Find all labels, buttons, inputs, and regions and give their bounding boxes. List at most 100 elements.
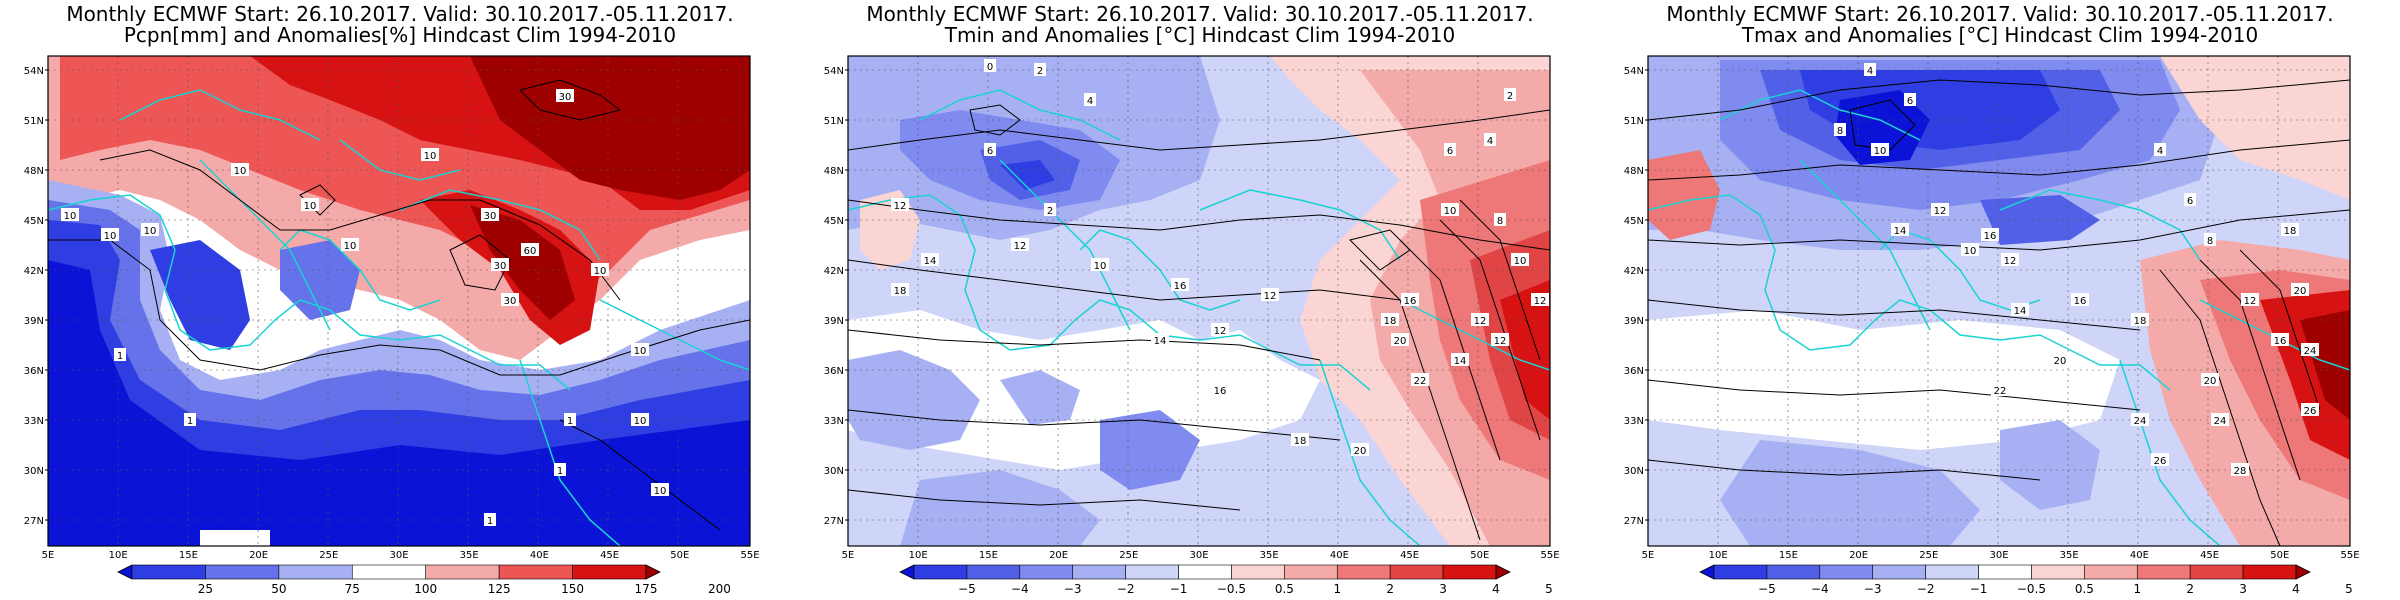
contour-label: 1 (184, 413, 196, 427)
svg-text:60: 60 (524, 246, 537, 257)
svg-text:12: 12 (1474, 316, 1487, 327)
svg-text:12: 12 (1214, 326, 1227, 337)
contour-label: 10 (631, 343, 649, 357)
contour-label: 16 (1211, 383, 1229, 397)
svg-text:16: 16 (1984, 231, 1997, 242)
colorbar-segment (278, 564, 353, 580)
contour-label: 12 (1471, 313, 1489, 327)
svg-text:4: 4 (2157, 146, 2163, 157)
svg-text:6: 6 (1907, 96, 1913, 107)
colorbar-label: −4 (1811, 582, 1829, 596)
contour-lines (848, 104, 1550, 541)
colorbar-label: 2 (2186, 582, 2194, 596)
colorbar-segment (1766, 564, 1821, 580)
colorbar-segment (1231, 564, 1285, 580)
lon-tick-label: 40E (2130, 550, 2149, 561)
map-frame (847, 55, 1551, 547)
colorbar-segment (205, 564, 280, 580)
svg-text:12: 12 (1014, 241, 1027, 252)
contour-label: 20 (2051, 353, 2069, 367)
lon-tick-label: 30E (1189, 550, 1208, 561)
contour-label: 10 (631, 413, 649, 427)
colorbar-label: −3 (1064, 582, 1082, 596)
contour-label: 22 (1411, 373, 1429, 387)
contour-label: 20 (1391, 333, 1409, 347)
lat-tick-label: 42N (24, 266, 44, 277)
colorbar-label: −5 (1758, 582, 1776, 596)
lat-tick-label: 30N (824, 466, 844, 477)
colorbar-segment (1389, 564, 1444, 580)
svg-text:22: 22 (1994, 386, 2007, 397)
lat-tick-label: 39N (1624, 316, 1644, 327)
colorbar-label: 4 (1492, 582, 1500, 596)
contour-label: 24 (2301, 343, 2319, 357)
svg-text:20: 20 (2294, 286, 2307, 297)
svg-text:1: 1 (557, 466, 563, 477)
contour-label: 6 (1444, 143, 1456, 157)
contour-label: 22 (1991, 383, 2009, 397)
lat-tick-label: 30N (1624, 466, 1644, 477)
svg-text:4: 4 (1867, 66, 1873, 77)
lat-tick-label: 33N (24, 416, 44, 427)
contour-label: 4 (1484, 133, 1496, 147)
colorbar-label: −1 (1970, 582, 1988, 596)
contour-label: 16 (2071, 293, 2089, 307)
colorbar-label: −4 (1011, 582, 1029, 596)
colorbar-label: −1 (1170, 582, 1188, 596)
svg-text:1: 1 (187, 416, 193, 427)
contour-label: 10 (1871, 143, 1889, 157)
contour-label: 24 (2131, 413, 2149, 427)
svg-text:10: 10 (1514, 256, 1527, 267)
lat-tick-label: 33N (824, 416, 844, 427)
colorbar-segment (351, 564, 427, 580)
contour-label: 1 (564, 413, 576, 427)
lat-tick-label: 51N (1624, 116, 1644, 127)
svg-text:30: 30 (494, 261, 507, 272)
svg-text:18: 18 (2284, 226, 2297, 237)
svg-text:16: 16 (1214, 386, 1227, 397)
lon-tick-label: 55E (2340, 550, 2359, 561)
svg-text:2: 2 (1507, 91, 1513, 102)
contour-label: 10 (591, 263, 609, 277)
lon-tick-label: 5E (1642, 550, 1655, 561)
contour-label: 18 (2131, 313, 2149, 327)
colorbar-segment (1072, 564, 1126, 580)
colorbar-label: 150 (561, 582, 584, 596)
contour-label: 4 (2154, 143, 2166, 157)
svg-text:18: 18 (894, 286, 907, 297)
lon-tick-label: 15E (1779, 550, 1798, 561)
lat-tick-label: 45N (824, 216, 844, 227)
lon-tick-label: 35E (1260, 550, 1279, 561)
contour-label: 26 (2151, 453, 2169, 467)
colorbar-segment (131, 564, 206, 580)
colorbar-label: 5 (2345, 582, 2353, 596)
colorbar-label: 0.5 (1275, 582, 1294, 596)
lat-tick-label: 30N (24, 466, 44, 477)
svg-text:18: 18 (1384, 316, 1397, 327)
lon-tick-label: 35E (460, 550, 479, 561)
contour-label: 2 (1504, 88, 1516, 102)
lat-tick-label: 39N (24, 316, 44, 327)
colorbar-segment (2242, 564, 2297, 580)
lon-tick-label: 20E (1849, 550, 1868, 561)
lat-tick-label: 36N (24, 366, 44, 377)
svg-text:10: 10 (344, 241, 357, 252)
lon-tick-label: 5E (842, 550, 855, 561)
lon-tick-label: 40E (1330, 550, 1349, 561)
svg-text:2: 2 (1037, 66, 1043, 77)
contour-label: 28 (2231, 463, 2249, 477)
contour-label: 14 (1451, 353, 1469, 367)
contour-label: 12 (1491, 333, 1509, 347)
colorbar-arrow-right (1495, 564, 1511, 580)
svg-text:18: 18 (1294, 436, 1307, 447)
colorbar-arrow-left (899, 564, 915, 580)
svg-text:10: 10 (634, 416, 647, 427)
svg-text:8: 8 (1497, 216, 1503, 227)
lon-tick-label: 25E (319, 550, 338, 561)
contour-label: 1 (114, 348, 126, 362)
contour-label: 8 (1834, 123, 1846, 137)
contour-label: 14 (2011, 303, 2029, 317)
svg-text:10: 10 (1964, 246, 1977, 257)
contour-label: 10 (1441, 203, 1459, 217)
colorbar-label: 0.5 (2075, 582, 2094, 596)
